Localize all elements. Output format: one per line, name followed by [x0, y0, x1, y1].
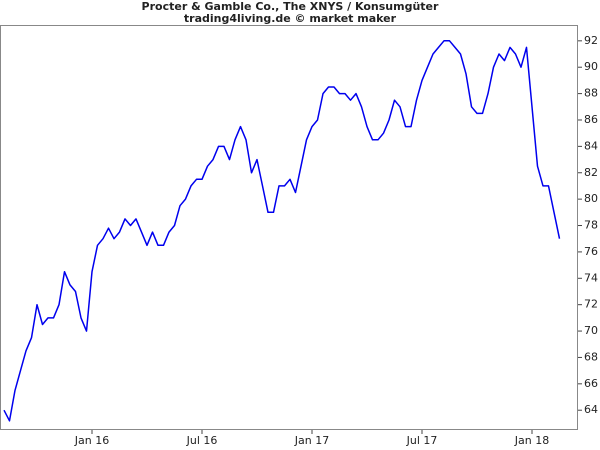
y-tick-label: 88: [584, 87, 598, 100]
y-tick-label: 74: [584, 271, 598, 284]
x-tick-label: Jan 17: [294, 434, 329, 447]
y-tick-label: 70: [584, 324, 598, 337]
x-tick-label: Jan 18: [514, 434, 549, 447]
y-tick-label: 84: [584, 139, 598, 152]
y-tick-label: 92: [584, 34, 598, 47]
y-tick-label: 72: [584, 298, 598, 311]
y-tick-label: 80: [584, 192, 598, 205]
y-tick-label: 68: [584, 350, 598, 363]
x-tick-label: Jan 16: [74, 434, 109, 447]
plot-frame: [0, 25, 578, 430]
y-tick-label: 64: [584, 403, 598, 416]
y-tick-label: 76: [584, 245, 598, 258]
y-tick-label: 78: [584, 219, 598, 232]
y-tick-label: 86: [584, 113, 598, 126]
chart-subtitle: trading4living.de © market maker: [184, 12, 397, 25]
y-tick-label: 66: [584, 377, 598, 390]
y-tick-label: 90: [584, 60, 598, 73]
x-tick-label: Jul 17: [406, 434, 438, 447]
x-tick-label: Jul 16: [186, 434, 218, 447]
price-line: [3, 40, 561, 422]
chart-title: Procter & Gamble Co., The XNYS / Konsumg…: [142, 0, 439, 13]
y-tick-label: 82: [584, 166, 598, 179]
